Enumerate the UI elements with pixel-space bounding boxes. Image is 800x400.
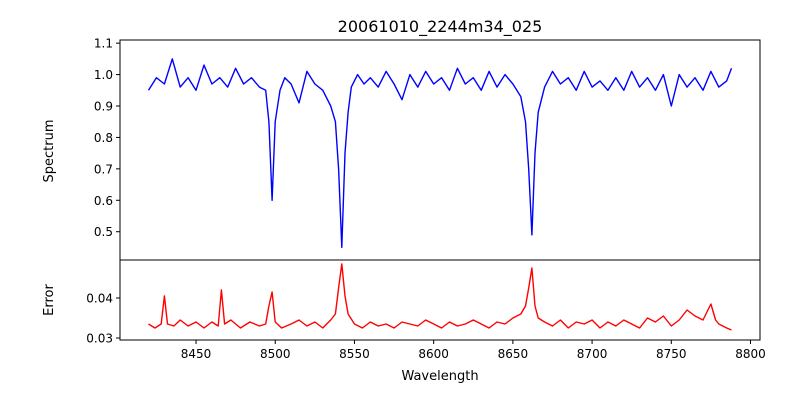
spectrum-y-tick-label: 0.7 bbox=[94, 162, 113, 176]
error-y-tick-label: 0.04 bbox=[86, 292, 113, 306]
spectrum-y-tick-label: 0.9 bbox=[94, 100, 113, 114]
error-x-tick-label: 8500 bbox=[260, 347, 291, 361]
error-x-tick-label: 8550 bbox=[339, 347, 370, 361]
x-axis-label: Wavelength bbox=[401, 369, 478, 384]
spectrum-series-line-0 bbox=[147, 58, 733, 249]
error-x-tick-label: 8800 bbox=[735, 347, 766, 361]
error-x-tick-label: 8650 bbox=[498, 347, 529, 361]
spectrum-y-tick-label: 0.5 bbox=[94, 225, 113, 239]
error-panel: Error Wavelength 0.03 0.04 8450 8500 8550 860… bbox=[42, 259, 766, 384]
error-x-tick-label: 8700 bbox=[577, 347, 608, 361]
spectrum-y-axis-label: Spectrum bbox=[42, 120, 57, 183]
error-x-tick-label: 8450 bbox=[181, 347, 212, 361]
error-y-tick-label: 0.03 bbox=[86, 332, 113, 346]
chart-title: 20061010_2244m34_025 bbox=[338, 17, 543, 37]
spectrum-panel: Spectrum 0.5 0.6 0.7 0.8 0.9 1.0 1.1 bbox=[42, 37, 761, 261]
error-series-line-0 bbox=[148, 263, 732, 331]
spectrum-y-tick-label: 0.6 bbox=[94, 194, 113, 208]
spectrum-y-tick-label: 1.1 bbox=[94, 37, 113, 51]
spectrum-y-tick-label: 1.0 bbox=[94, 68, 113, 82]
error-x-tick-label: 8600 bbox=[418, 347, 449, 361]
spectrum-y-tick-label: 0.8 bbox=[94, 131, 113, 145]
error-axes-frame bbox=[119, 259, 761, 341]
error-x-tick-label: 8750 bbox=[656, 347, 687, 361]
error-y-axis-label: Error bbox=[42, 284, 57, 316]
